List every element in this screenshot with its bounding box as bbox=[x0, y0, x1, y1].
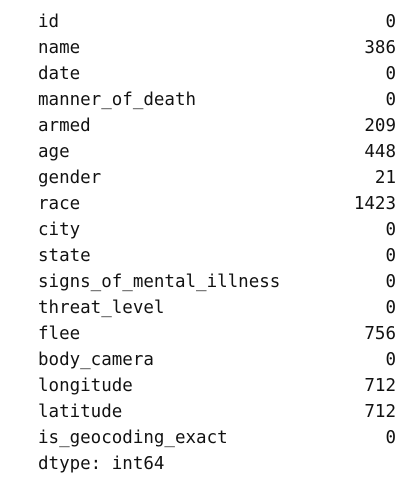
series-index-label: city bbox=[38, 220, 81, 240]
series-index-label: age bbox=[38, 142, 70, 162]
dtype-line: dtype: int64 bbox=[38, 454, 165, 474]
series-row: date 0 bbox=[38, 61, 396, 87]
series-row: manner_of_death 0 bbox=[38, 87, 396, 113]
series-value: 21 bbox=[374, 168, 396, 188]
series-value: 209 bbox=[364, 116, 396, 136]
series-value: 448 bbox=[364, 142, 396, 162]
series-index-label: latitude bbox=[38, 402, 123, 422]
series-row: flee 756 bbox=[38, 321, 396, 347]
series-index-label: date bbox=[38, 64, 81, 84]
series-value: 712 bbox=[364, 402, 396, 422]
series-index-label: flee bbox=[38, 324, 81, 344]
series-index-label: id bbox=[38, 12, 60, 32]
series-value: 0 bbox=[385, 246, 396, 266]
series-index-label: state bbox=[38, 246, 91, 266]
series-value: 0 bbox=[385, 12, 396, 32]
series-value: 1423 bbox=[353, 194, 396, 214]
series-value: 0 bbox=[385, 298, 396, 318]
series-value: 386 bbox=[364, 38, 396, 58]
series-row: signs_of_mental_illness 0 bbox=[38, 269, 396, 295]
series-row: latitude 712 bbox=[38, 399, 396, 425]
series-index-label: gender bbox=[38, 168, 102, 188]
series-row: id 0 bbox=[38, 9, 396, 35]
series-index-label: is_geocoding_exact bbox=[38, 428, 228, 448]
series-index-label: name bbox=[38, 38, 81, 58]
series-row: name 386 bbox=[38, 35, 396, 61]
series-index-label: signs_of_mental_illness bbox=[38, 272, 281, 292]
series-value: 0 bbox=[385, 350, 396, 370]
series-value: 0 bbox=[385, 272, 396, 292]
series-row: state 0 bbox=[38, 243, 396, 269]
series-value: 0 bbox=[385, 220, 396, 240]
series-row: city 0 bbox=[38, 217, 396, 243]
series-row: threat_level 0 bbox=[38, 295, 396, 321]
series-index-label: threat_level bbox=[38, 298, 165, 318]
series-value: 0 bbox=[385, 428, 396, 448]
cell-output: id 0 name 386 date 0 manner_of_death 0 a… bbox=[38, 9, 396, 477]
series-index-label: race bbox=[38, 194, 81, 214]
series-index-label: longitude bbox=[38, 376, 133, 396]
series-value: 756 bbox=[364, 324, 396, 344]
series-index-label: armed bbox=[38, 116, 91, 136]
series-value: 0 bbox=[385, 64, 396, 84]
series-index-label: manner_of_death bbox=[38, 90, 197, 110]
series-row: gender 21 bbox=[38, 165, 396, 191]
series-value: 712 bbox=[364, 376, 396, 396]
series-row: body_camera 0 bbox=[38, 347, 396, 373]
series-row: armed 209 bbox=[38, 113, 396, 139]
series-row: is_geocoding_exact 0 bbox=[38, 425, 396, 451]
series-row: longitude 712 bbox=[38, 373, 396, 399]
series-row: race 1423 bbox=[38, 191, 396, 217]
series-row: age 448 bbox=[38, 139, 396, 165]
series-index-label: body_camera bbox=[38, 350, 154, 370]
series-value: 0 bbox=[385, 90, 396, 110]
